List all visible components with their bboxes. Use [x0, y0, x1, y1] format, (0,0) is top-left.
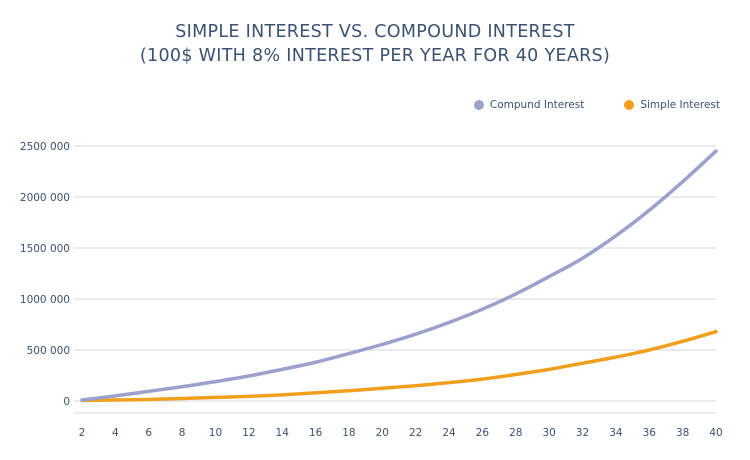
legend-label-simple: Simple Interest — [640, 99, 720, 111]
x-tick-label: 38 — [676, 427, 689, 439]
x-tick-label: 2 — [79, 427, 86, 439]
legend-label-compound: Compund Interest — [489, 99, 585, 111]
x-tick-label: 24 — [442, 427, 456, 439]
legend-swatch-simple — [624, 100, 635, 110]
x-tick-label: 32 — [576, 427, 589, 439]
x-tick-label: 22 — [409, 427, 422, 439]
x-tick-label: 18 — [342, 427, 355, 439]
y-tick-label: 2000 000 — [20, 192, 70, 204]
chart-subtitle: (100$ WITH 8% INTEREST PER YEAR FOR 40 Y… — [139, 46, 611, 66]
x-tick-label: 14 — [276, 427, 290, 439]
legend-swatch-compound — [473, 100, 484, 110]
x-tick-label: 6 — [145, 427, 152, 439]
x-tick-label: 28 — [509, 427, 522, 439]
series-line-simple-interest — [80, 329, 718, 403]
x-tick-label: 8 — [179, 427, 186, 439]
x-tick-label: 20 — [376, 427, 389, 439]
x-tick-label: 30 — [542, 427, 555, 439]
legend-item-compound: Compund Interest — [473, 99, 585, 111]
chart-title: SIMPLE INTEREST VS. COMPOUND INTEREST — [175, 22, 575, 42]
x-tick-label: 16 — [309, 427, 323, 439]
chart-title-block: SIMPLE INTEREST VS. COMPOUND INTEREST (1… — [0, 20, 750, 68]
x-tick-label: 26 — [476, 427, 490, 439]
y-tick-label: 1000 000 — [20, 294, 70, 306]
x-tick-label: 4 — [112, 427, 119, 439]
chart-legend: Compund Interest Simple Interest — [473, 99, 720, 111]
x-tick-label: 36 — [643, 427, 657, 439]
legend-item-simple: Simple Interest — [624, 99, 720, 111]
y-tick-label: 500 000 — [27, 345, 70, 357]
series-line-compound-interest — [80, 149, 718, 402]
x-tick-label: 40 — [709, 427, 722, 439]
x-tick-label: 10 — [209, 427, 222, 439]
y-tick-label: 0 — [63, 396, 70, 408]
y-tick-label: 1500 000 — [20, 243, 70, 255]
x-tick-label: 34 — [609, 427, 623, 439]
y-tick-label: 2500 000 — [20, 141, 70, 153]
x-tick-label: 12 — [242, 427, 255, 439]
